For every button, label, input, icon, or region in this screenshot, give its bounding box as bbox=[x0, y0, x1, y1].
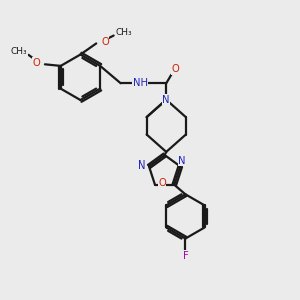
Text: F: F bbox=[182, 251, 188, 261]
Text: N: N bbox=[178, 156, 186, 166]
Text: N: N bbox=[163, 95, 170, 105]
Text: CH₃: CH₃ bbox=[11, 47, 27, 56]
Text: N: N bbox=[138, 161, 146, 171]
Text: NH: NH bbox=[133, 78, 148, 88]
Text: CH₃: CH₃ bbox=[116, 28, 132, 37]
Text: O: O bbox=[101, 37, 109, 47]
Text: O: O bbox=[171, 64, 179, 74]
Text: O: O bbox=[158, 178, 166, 188]
Text: N: N bbox=[138, 160, 146, 170]
Text: O: O bbox=[32, 58, 40, 68]
